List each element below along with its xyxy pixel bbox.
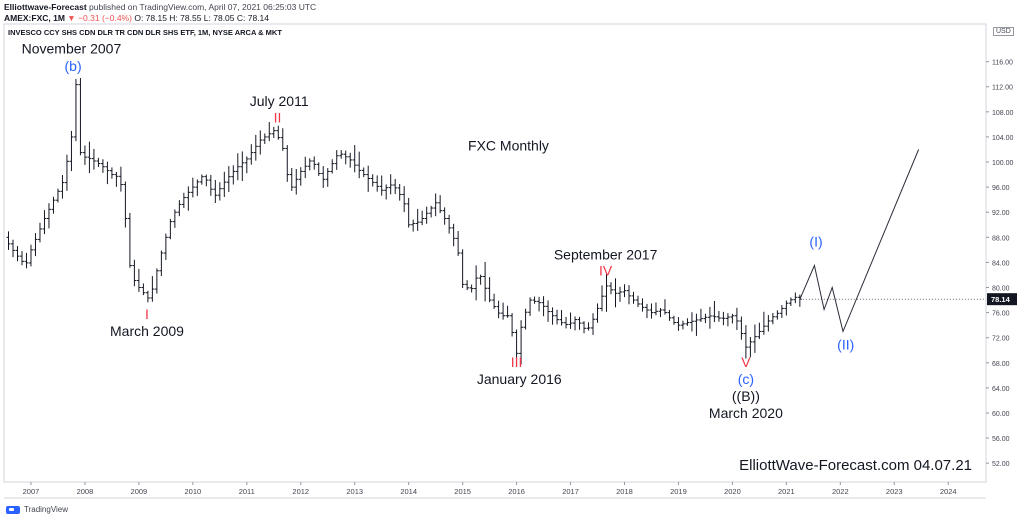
x-tick-label: 2012	[292, 487, 309, 496]
publish-info: Elliottwave-Forecast published on Tradin…	[4, 2, 316, 12]
wave-annotation: III	[511, 354, 523, 370]
tradingview-logo-icon	[6, 505, 20, 514]
y-tick-label: 56.00	[992, 436, 1010, 443]
y-tick-label: 84.00	[992, 260, 1010, 267]
wave-annotation: I	[145, 306, 149, 322]
y-tick-label: 64.00	[992, 386, 1010, 393]
wave-annotation: (b)	[65, 58, 82, 74]
currency-box: USD	[993, 27, 1014, 36]
price-change: ▼ −0.31 (−0.4%)	[67, 13, 132, 23]
x-tick-label: 2009	[131, 487, 148, 496]
footer-brand: TradingView	[24, 505, 69, 514]
x-tick-label: 2016	[508, 487, 525, 496]
y-tick-label: 52.00	[992, 461, 1010, 468]
symbol-label: AMEX:FXC, 1M	[4, 13, 65, 23]
y-tick-label: 88.00	[992, 235, 1010, 242]
publisher-name: Elliottwave-Forecast	[4, 2, 87, 12]
wave-annotation: V	[741, 354, 751, 370]
y-tick-label: 96.00	[992, 185, 1010, 192]
projection-line	[799, 149, 920, 333]
x-tick-label: 2023	[886, 487, 903, 496]
y-tick-label: 68.00	[992, 361, 1010, 368]
wave-annotation: January 2016	[477, 371, 562, 387]
x-tick-label: 2020	[724, 487, 741, 496]
y-tick-label: 116.00	[992, 60, 1013, 67]
x-tick-label: 2021	[778, 487, 795, 496]
x-tick-label: 2007	[23, 487, 40, 496]
wave-annotation: July 2011	[250, 93, 309, 109]
footer: TradingView	[6, 505, 68, 514]
wave-annotation: FXC Monthly	[468, 138, 549, 154]
last-price-badge	[987, 293, 1017, 306]
plot-frame	[3, 23, 987, 483]
x-tick-label: 2008	[77, 487, 94, 496]
watermark-text: ElliottWave-Forecast.com 04.07.21	[739, 457, 972, 474]
instrument-label: INVESCO CCY SHS CDN DLR TR CDN DLR SHS E…	[8, 28, 282, 37]
publish-text: published on TradingView.com, April 07, …	[89, 2, 317, 12]
wave-annotation: March 2020	[709, 405, 783, 421]
x-tick-label: 2019	[670, 487, 687, 496]
wave-annotation: ((B))	[732, 388, 760, 404]
x-tick-label: 2017	[562, 487, 579, 496]
y-tick-label: 100.00	[992, 160, 1014, 167]
symbol-info: AMEX:FXC, 1M ▼ −0.31 (−0.4%) O: 78.15 H:…	[4, 13, 269, 23]
y-tick-label: 112.00	[992, 85, 1013, 92]
last-price-label: 78.14	[991, 295, 1011, 304]
y-tick-label: 104.00	[992, 135, 1014, 142]
wave-annotation: March 2009	[110, 323, 184, 339]
wave-annotation: September 2017	[554, 246, 658, 262]
x-tick-label: 2015	[454, 487, 471, 496]
y-tick-label: 80.00	[992, 286, 1010, 293]
wave-annotation: IV	[599, 263, 613, 279]
wave-annotation: (II)	[837, 337, 854, 353]
y-tick-label: 108.00	[992, 110, 1014, 117]
x-tick-label: 2013	[346, 487, 363, 496]
x-tick-label: 2022	[832, 487, 849, 496]
x-tick-label: 2011	[239, 487, 255, 496]
wave-annotation: (c)	[738, 371, 754, 387]
y-tick-label: 60.00	[992, 411, 1010, 418]
wave-annotation: II	[274, 110, 282, 126]
ohlc-values: O: 78.15 H: 78.55 L: 78.05 C: 78.14	[134, 13, 270, 23]
x-tick-label: 2018	[616, 487, 633, 496]
wave-annotation: November 2007	[22, 40, 122, 56]
y-tick-label: 92.00	[992, 210, 1010, 217]
x-tick-label: 2010	[185, 487, 202, 496]
x-tick-label: 2014	[400, 487, 417, 496]
wave-annotation: (I)	[809, 234, 822, 250]
x-tick-label: 2024	[940, 487, 957, 496]
y-tick-label: 72.00	[992, 336, 1010, 343]
y-tick-label: 76.00	[992, 311, 1010, 318]
